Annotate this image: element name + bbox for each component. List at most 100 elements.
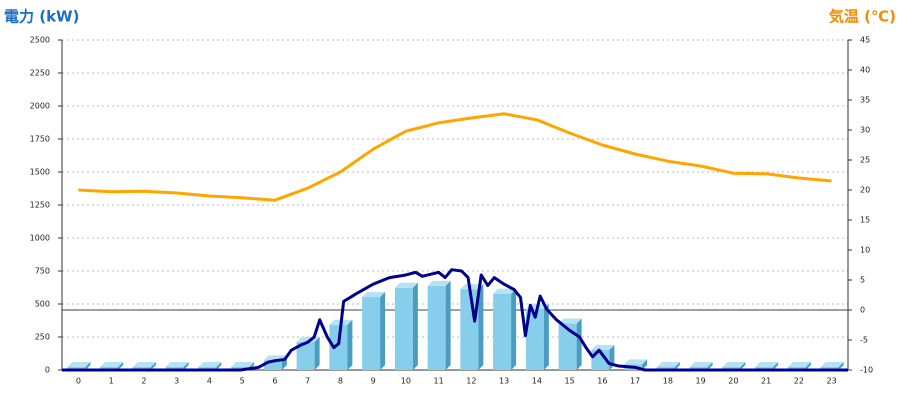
- bar-side: [838, 362, 844, 370]
- bar-top: [755, 362, 779, 367]
- bar-side: [118, 362, 124, 370]
- bar-side: [150, 362, 156, 370]
- bar-side: [805, 362, 811, 370]
- bar-side: [314, 336, 320, 370]
- bar-side: [380, 292, 386, 370]
- bar-top: [460, 284, 484, 290]
- bar: [263, 360, 282, 370]
- y-tick-label: 0: [45, 366, 50, 375]
- bar-top: [198, 362, 222, 367]
- bar-top: [493, 288, 517, 294]
- y-tick-label: 1250: [30, 201, 50, 210]
- bar-top: [558, 318, 582, 324]
- y-tick-label: 2000: [30, 102, 50, 111]
- x-tick-label: 17: [630, 377, 640, 386]
- x-tick-label: 23: [827, 377, 837, 386]
- x-tick-label: 4: [207, 377, 212, 386]
- y2-tick-label: 35: [860, 96, 870, 105]
- x-tick-label: 13: [499, 377, 509, 386]
- bar-top: [132, 362, 156, 367]
- x-tick-label: 15: [565, 377, 575, 386]
- bar: [427, 285, 446, 370]
- line: [62, 268, 848, 372]
- y2-tick-label: 5: [860, 276, 865, 285]
- bar-side: [216, 362, 222, 370]
- x-tick-label: 12: [466, 377, 476, 386]
- x-tick-label: 6: [272, 377, 277, 386]
- x-tick-label: 2: [141, 377, 146, 386]
- x-tick-label: 14: [532, 377, 542, 386]
- y-tick-label: 2500: [30, 36, 50, 45]
- bar-top: [67, 362, 91, 367]
- x-tick-label: 22: [794, 377, 804, 386]
- bar: [362, 297, 381, 370]
- y2-tick-label: 0: [860, 306, 865, 315]
- y2-axis-title: 気温 (℃): [829, 8, 896, 26]
- y-tick-label: 1500: [30, 168, 50, 177]
- y2-tick-label: -10: [860, 366, 873, 375]
- y-tick-label: 2250: [30, 69, 50, 78]
- x-tick-label: 10: [401, 377, 411, 386]
- y2-tick-label: 30: [860, 126, 870, 135]
- bar-side: [642, 359, 648, 370]
- bar: [525, 308, 544, 370]
- x-tick-label: 19: [696, 377, 706, 386]
- y2-tick-label: 45: [860, 36, 870, 45]
- y2-tick-label: 10: [860, 246, 870, 255]
- y-tick-label: 1000: [30, 234, 50, 243]
- bar-top: [624, 359, 648, 365]
- bar-side: [773, 362, 779, 370]
- y2-tick-label: 40: [860, 66, 870, 75]
- y2-tick-label: 25: [860, 156, 870, 165]
- bar-top: [591, 344, 615, 350]
- y2-tick-label: -5: [860, 336, 868, 345]
- x-tick-label: 21: [761, 377, 771, 386]
- x-tick-label: 5: [240, 377, 245, 386]
- y-axis-title: 電力 (kW): [4, 8, 79, 26]
- bar-top: [820, 362, 844, 367]
- bar-side: [85, 362, 91, 370]
- bar-top: [722, 362, 746, 367]
- x-tick-label: 1: [109, 377, 114, 386]
- x-tick-label: 11: [434, 377, 444, 386]
- bar-side: [183, 362, 189, 370]
- bar-top: [362, 292, 386, 298]
- bar-side: [740, 362, 746, 370]
- bar-side: [543, 303, 549, 370]
- bar: [558, 323, 577, 370]
- y-tick-label: 500: [35, 300, 50, 309]
- bar-top: [689, 362, 713, 367]
- bar-side: [478, 284, 484, 370]
- bar-top: [100, 362, 124, 367]
- x-tick-label: 7: [305, 377, 310, 386]
- bar-side: [674, 362, 680, 370]
- bar: [460, 289, 479, 370]
- bar-top: [231, 362, 255, 367]
- x-tick-label: 9: [371, 377, 376, 386]
- bar-side: [412, 282, 418, 370]
- bar-side: [707, 362, 713, 370]
- x-tick-label: 18: [663, 377, 673, 386]
- bar: [329, 324, 348, 370]
- bar: [493, 293, 512, 370]
- bar: [394, 287, 413, 370]
- x-tick-label: 20: [728, 377, 738, 386]
- x-tick-label: 8: [338, 377, 343, 386]
- bar-top: [787, 362, 811, 367]
- line: [78, 112, 832, 202]
- bar-side: [511, 288, 517, 370]
- y-tick-label: 250: [35, 333, 50, 342]
- bar: [296, 341, 315, 370]
- bar-side: [445, 280, 451, 370]
- x-tick-label: 16: [597, 377, 607, 386]
- bar-top: [427, 280, 451, 286]
- x-tick-label: 0: [76, 377, 81, 386]
- y-tick-label: 1750: [30, 135, 50, 144]
- bar-top: [394, 282, 418, 288]
- bar-top: [656, 362, 680, 367]
- x-tick-label: 3: [174, 377, 179, 386]
- y2-tick-label: 20: [860, 186, 870, 195]
- bar-side: [576, 318, 582, 370]
- bar-top: [165, 362, 189, 367]
